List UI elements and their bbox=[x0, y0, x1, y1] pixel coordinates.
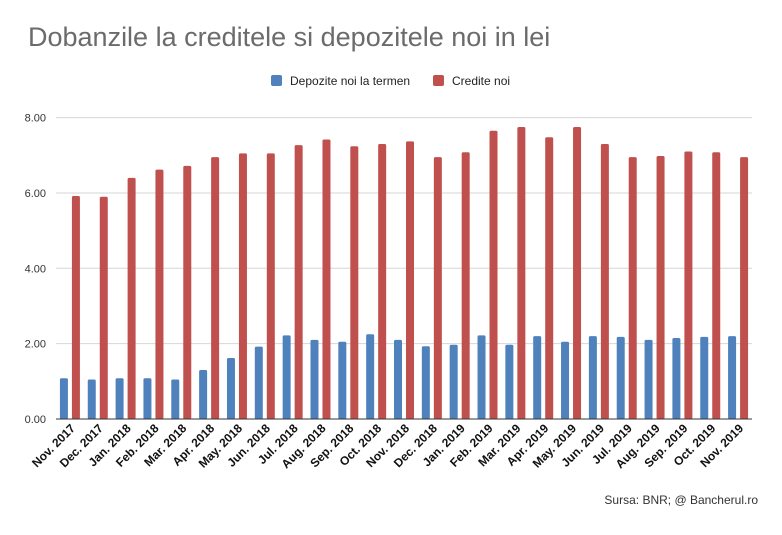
bar-depozite bbox=[561, 341, 570, 419]
bar-depozite bbox=[616, 336, 625, 419]
bar-credite bbox=[489, 130, 498, 419]
bar-depozite bbox=[338, 341, 347, 419]
y-tick-label: 2.00 bbox=[25, 339, 46, 351]
bar-depozite bbox=[644, 339, 653, 419]
bar-credite bbox=[71, 195, 80, 419]
bar-credite bbox=[712, 152, 721, 419]
bar-depozite bbox=[700, 336, 709, 419]
y-tick-label: 4.00 bbox=[25, 263, 46, 275]
y-tick-label: 8.00 bbox=[25, 113, 46, 125]
bar-credite bbox=[127, 177, 136, 419]
bar-depozite bbox=[366, 334, 375, 419]
legend: Depozite noi la termen Credite noi bbox=[271, 74, 510, 88]
bar-credite bbox=[684, 151, 693, 419]
bar-depozite bbox=[87, 379, 96, 419]
y-tick-label: 0.00 bbox=[25, 414, 46, 426]
bar-depozite bbox=[672, 338, 681, 419]
bar-depozite bbox=[449, 344, 458, 419]
bar-depozite bbox=[394, 339, 402, 419]
bar-credite bbox=[406, 141, 414, 419]
bar-credite bbox=[740, 157, 749, 420]
bar-depozite bbox=[588, 336, 597, 419]
bar-credite bbox=[155, 169, 164, 419]
bar-depozite bbox=[505, 344, 514, 419]
bar-credite bbox=[433, 157, 442, 420]
bar-depozite bbox=[115, 378, 124, 419]
bar-credite bbox=[517, 127, 526, 419]
source-note: Sursa: BNR; @ Bancherul.ro bbox=[604, 493, 758, 507]
bar-depozite bbox=[533, 336, 542, 419]
legend-swatch bbox=[433, 75, 444, 86]
bar-depozite bbox=[254, 346, 263, 419]
bar-depozite bbox=[171, 379, 180, 419]
bar-depozite bbox=[59, 378, 68, 419]
bar-credite bbox=[99, 196, 108, 419]
y-tick-label: 6.00 bbox=[25, 188, 46, 200]
bar-credite bbox=[238, 153, 247, 419]
bar-credite bbox=[266, 153, 275, 419]
bar-depozite bbox=[421, 346, 430, 419]
bar-credite bbox=[628, 157, 637, 420]
chart-title: Dobanzile la creditele si depozitele noi… bbox=[28, 22, 551, 52]
legend-label: Credite noi bbox=[452, 74, 510, 88]
bar-credite bbox=[211, 157, 220, 420]
bar-credite bbox=[294, 145, 303, 419]
bar-credite bbox=[350, 146, 359, 419]
bar-credite bbox=[573, 127, 582, 419]
legend-label: Depozite noi la termen bbox=[290, 74, 410, 88]
bar-credite bbox=[322, 139, 331, 419]
bar-depozite bbox=[310, 339, 319, 419]
bar-credite bbox=[545, 137, 554, 419]
bar-depozite bbox=[282, 335, 291, 419]
bar-depozite bbox=[728, 336, 737, 419]
bar-credite bbox=[378, 143, 387, 419]
bar-credite bbox=[656, 156, 665, 419]
bar-depozite bbox=[143, 378, 152, 419]
bars bbox=[59, 127, 749, 420]
legend-swatch bbox=[271, 75, 282, 86]
bar-credite bbox=[461, 152, 470, 419]
bar-depozite bbox=[199, 370, 208, 419]
bar-depozite bbox=[226, 357, 235, 419]
bar-credite bbox=[183, 165, 192, 419]
bar-depozite bbox=[477, 335, 486, 419]
bar-credite bbox=[600, 143, 609, 419]
